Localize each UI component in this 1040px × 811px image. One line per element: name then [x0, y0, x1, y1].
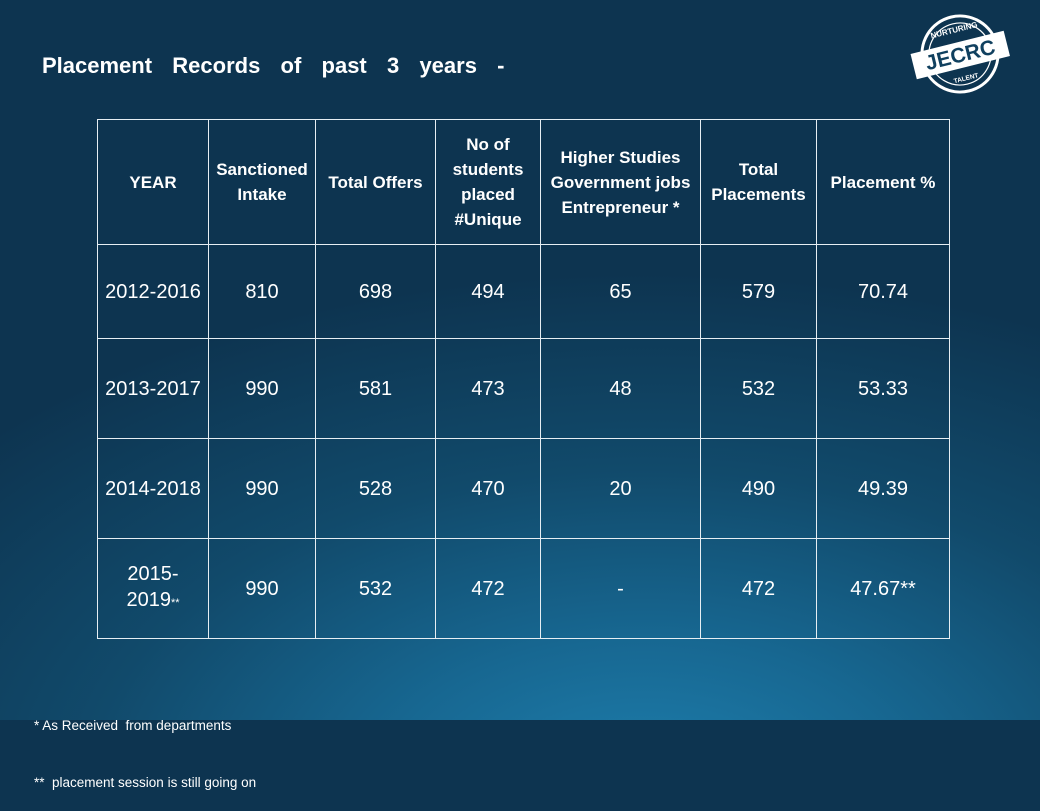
header-total-placements: Total Placements	[700, 119, 817, 245]
table-row: 2015- 2019** 990 532 472 - 472 47.67**	[97, 538, 950, 639]
cell-placement-percent: 53.33	[816, 338, 950, 439]
cell-placement-percent: 47.67**	[816, 538, 950, 639]
cell-higher-studies: 65	[540, 244, 701, 339]
cell-students-placed: 470	[435, 438, 541, 539]
table-row: 2014-2018 990 528 470 20 490 49.39	[97, 438, 950, 539]
cell-total-placements: 532	[700, 338, 817, 439]
table-header-row: YEAR Sanctioned Intake Total Offers No o…	[97, 119, 950, 245]
cell-higher-studies: -	[540, 538, 701, 639]
footnote-session-ongoing: ** placement session is still going on	[34, 775, 257, 790]
year-line-1: 2015-	[127, 563, 179, 585]
year-line-2: 2019	[126, 589, 171, 611]
header-students-placed: No of students placed #Unique	[435, 119, 541, 245]
cell-year: 2012-2016	[97, 244, 209, 339]
footnote-departments: * As Received from departments	[34, 718, 232, 733]
header-placement-percent: Placement %	[816, 119, 950, 245]
cell-total-offers: 532	[315, 538, 436, 639]
cell-students-placed: 473	[435, 338, 541, 439]
cell-placement-percent: 49.39	[816, 438, 950, 539]
cell-total-offers: 698	[315, 244, 436, 339]
cell-total-offers: 581	[315, 338, 436, 439]
logo-bottom-text: TALENT	[953, 72, 979, 85]
page-title: Placement Records of past 3 years -	[42, 53, 505, 78]
cell-year: 2014-2018	[97, 438, 209, 539]
header-total-offers: Total Offers	[315, 119, 436, 245]
cell-year: 2015- 2019**	[97, 538, 209, 639]
cell-sanctioned-intake: 990	[208, 438, 316, 539]
cell-sanctioned-intake: 810	[208, 244, 316, 339]
cell-students-placed: 494	[435, 244, 541, 339]
cell-year: 2013-2017	[97, 338, 209, 439]
cell-students-placed: 472	[435, 538, 541, 639]
year-footnote-mark: **	[170, 597, 180, 609]
header-sanctioned-intake: Sanctioned Intake	[208, 119, 316, 245]
cell-total-placements: 472	[700, 538, 817, 639]
cell-higher-studies: 20	[540, 438, 701, 539]
footnotes: * As Received from departments ** placem…	[34, 678, 256, 811]
header-year: YEAR	[97, 119, 209, 245]
placement-records-table: YEAR Sanctioned Intake Total Offers No o…	[97, 119, 950, 639]
cell-higher-studies: 48	[540, 338, 701, 439]
cell-placement-percent: 70.74	[816, 244, 950, 339]
cell-sanctioned-intake: 990	[208, 338, 316, 439]
cell-total-offers: 528	[315, 438, 436, 539]
header-higher-studies: Higher Studies Government jobs Entrepren…	[540, 119, 701, 245]
cell-total-placements: 490	[700, 438, 817, 539]
table-row: 2012-2016 810 698 494 65 579 70.74	[97, 244, 950, 339]
jecrc-logo: NURTURING JECRC TALENT	[910, 14, 1010, 94]
table-row: 2013-2017 990 581 473 48 532 53.33	[97, 338, 950, 439]
cell-total-placements: 579	[700, 244, 817, 339]
cell-sanctioned-intake: 990	[208, 538, 316, 639]
